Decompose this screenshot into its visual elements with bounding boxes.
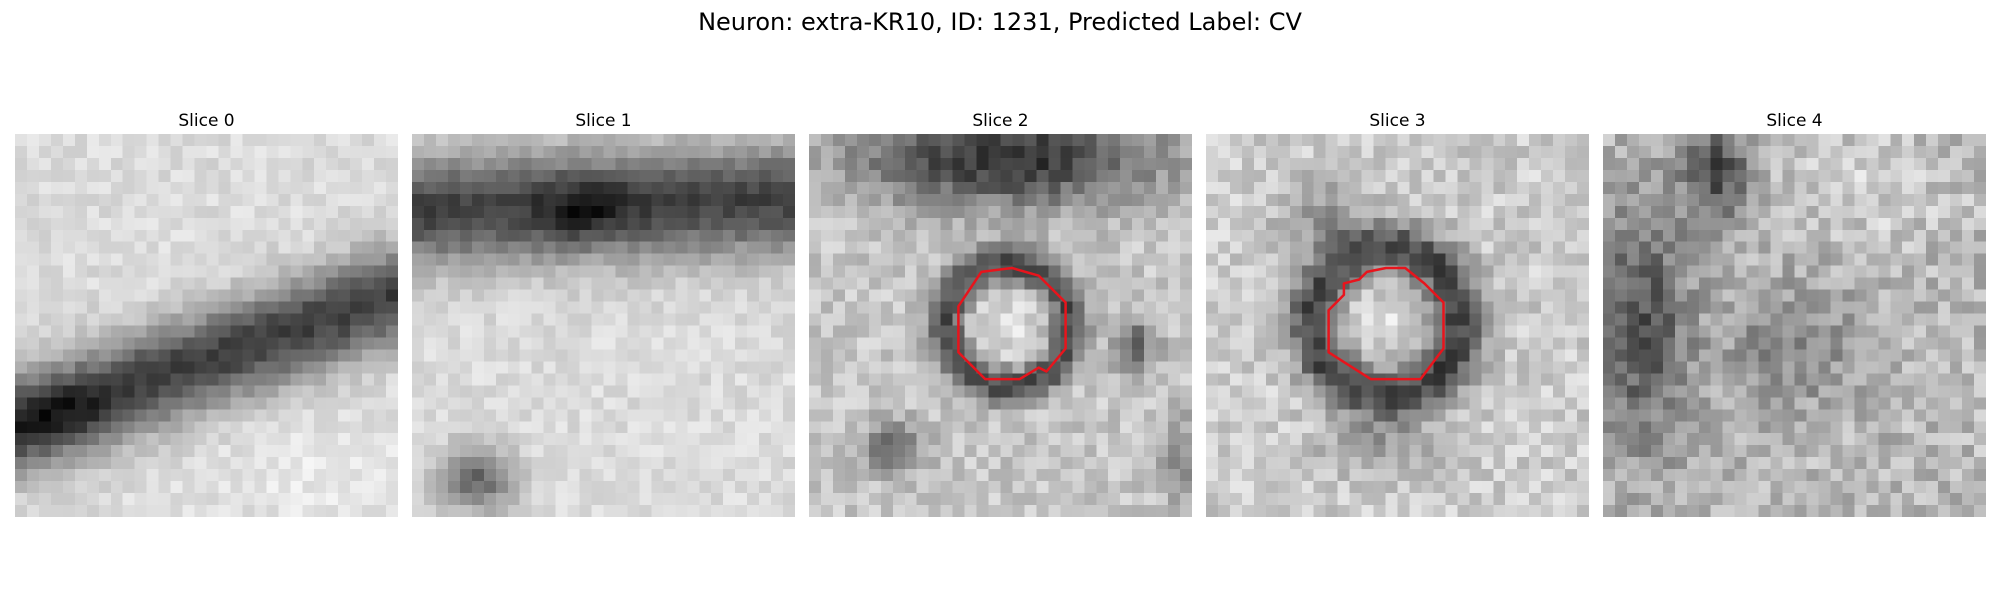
slice-image-3 <box>1206 134 1589 517</box>
vesicle-outline-2 <box>957 266 1067 381</box>
slice-image-1 <box>412 134 795 517</box>
slice-panel-4: Slice 4 <box>1603 108 1986 517</box>
slice-image-4 <box>1603 134 1986 517</box>
slice-image-0 <box>15 134 398 517</box>
slice-image-2 <box>809 134 1192 517</box>
slice-pixels-3 <box>1206 134 1589 517</box>
slice-pixels-2 <box>809 134 1192 517</box>
slice-pixels-4 <box>1603 134 1986 517</box>
vesicle-outline-3 <box>1327 266 1445 381</box>
slice-panel-0: Slice 0 <box>15 108 398 517</box>
slice-title-0: Slice 0 <box>178 111 235 131</box>
slice-pixels-1 <box>412 134 795 517</box>
slice-title-1: Slice 1 <box>575 111 632 131</box>
slice-panel-3: Slice 3 <box>1206 108 1589 517</box>
slice-title-4: Slice 4 <box>1766 111 1823 131</box>
slice-pixels-0 <box>15 134 398 517</box>
slice-title-3: Slice 3 <box>1369 111 1426 131</box>
slice-title-2: Slice 2 <box>972 111 1029 131</box>
figure-title: Neuron: extra-KR10, ID: 1231, Predicted … <box>698 8 1302 36</box>
slice-panel-2: Slice 2 <box>809 108 1192 517</box>
slice-panel-1: Slice 1 <box>412 108 795 517</box>
